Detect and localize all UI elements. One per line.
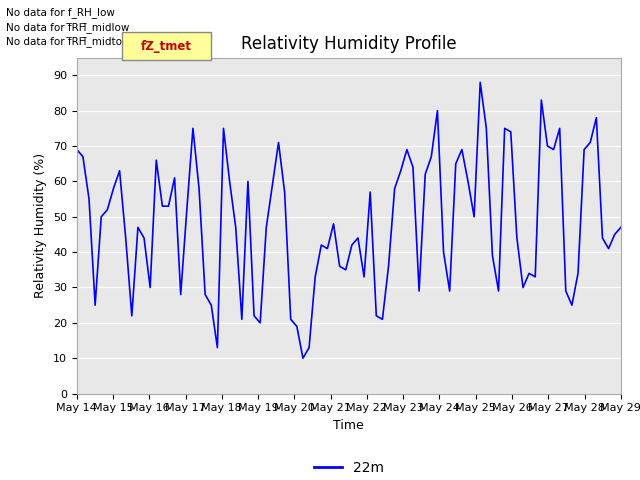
- Title: Relativity Humidity Profile: Relativity Humidity Profile: [241, 35, 456, 53]
- Y-axis label: Relativity Humidity (%): Relativity Humidity (%): [35, 153, 47, 298]
- X-axis label: Time: Time: [333, 419, 364, 432]
- Legend: 22m: 22m: [308, 456, 389, 480]
- Text: No data for f̅RH̅_midlow: No data for f̅RH̅_midlow: [6, 22, 130, 33]
- Text: No data for f_RH_low: No data for f_RH_low: [6, 7, 115, 18]
- Text: fZ_tmet: fZ_tmet: [141, 39, 192, 53]
- Text: No data for f̅RH̅_midtop: No data for f̅RH̅_midtop: [6, 36, 129, 47]
